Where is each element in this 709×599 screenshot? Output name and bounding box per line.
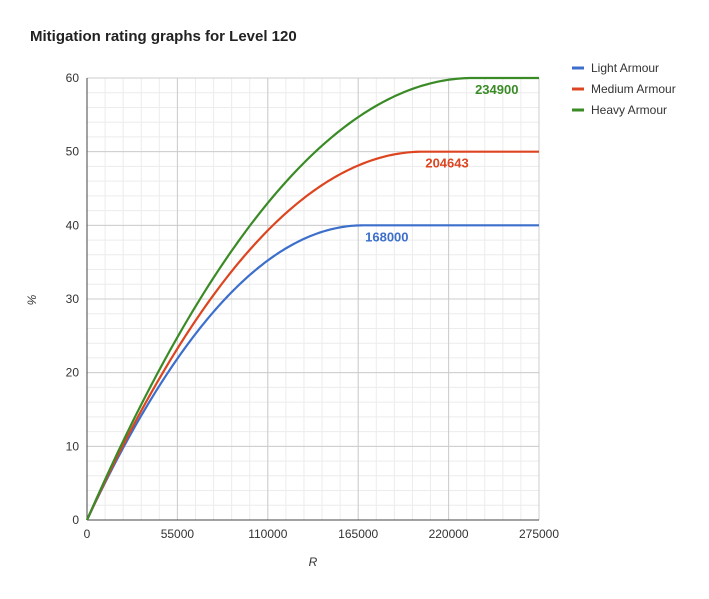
annotation-heavy-armour: 234900 [475, 82, 518, 97]
legend-layer: Light Armour Medium Armour Heavy Armour [572, 61, 676, 117]
x-tick-label: 110000 [248, 527, 287, 541]
x-axis-title: R [309, 555, 318, 569]
x-tick-label: 220000 [429, 527, 469, 541]
grid-layer [86, 77, 540, 521]
label-layer: 168000 204643 234900 [365, 82, 518, 244]
y-tick-label: 0 [72, 513, 79, 527]
y-tick-label: 30 [66, 292, 80, 306]
y-tick-label: 20 [66, 366, 80, 380]
y-axis-title: % [25, 294, 39, 305]
annotation-light-armour: 168000 [365, 229, 408, 244]
x-tick-label: 55000 [161, 527, 195, 541]
y-tick-label: 60 [66, 71, 80, 85]
y-tick-label: 50 [66, 145, 80, 159]
chart-title: Mitigation rating graphs for Level 120 [30, 28, 297, 45]
series-line-heavy-armour [85, 76, 539, 521]
legend-label: Heavy Armour [591, 103, 667, 117]
x-tick-label: 0 [84, 527, 91, 541]
x-tick-label: 165000 [338, 527, 378, 541]
axis-layer: 0 55000 110000 165000 220000 275000 0 10 20 30 40 5… [66, 71, 560, 541]
series-line-medium-armour [86, 150, 539, 521]
annotation-medium-armour: 204643 [425, 156, 468, 171]
y-tick-label: 40 [66, 218, 80, 232]
series-line-light-armour [86, 224, 539, 521]
y-tick-label: 10 [66, 439, 80, 453]
legend-label: Light Armour [591, 61, 659, 75]
x-tick-label: 275000 [519, 527, 559, 541]
legend-label: Medium Armour [591, 82, 676, 96]
series-layer [85, 76, 539, 521]
